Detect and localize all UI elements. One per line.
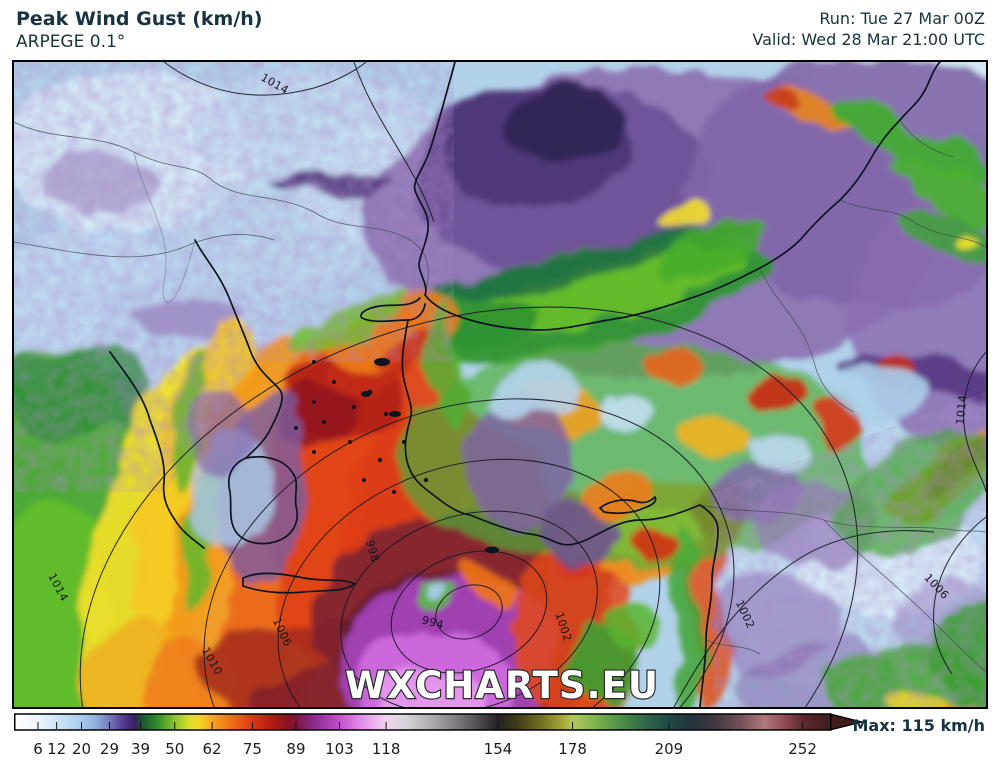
colorbar: 6 12 20 29 39 50 62 75 89 103 118 154 178 209 252 [14, 713, 863, 758]
island-dots [294, 358, 499, 554]
colorbar-tick-label: 118 [372, 740, 401, 758]
colorbar-ticks: 6 12 20 29 39 50 62 75 89 103 118 154 178 209 252 [33, 722, 817, 758]
isobar-value-label: 998 [363, 539, 381, 564]
colorbar-tick-label: 89 [286, 740, 305, 758]
valid-timestamp: Valid: Wed 28 Mar 21:00 UTC [752, 29, 985, 49]
isobar-value-label: 1014 [954, 394, 970, 425]
header-right: Run: Tue 27 Mar 00Z Valid: Wed 28 Mar 21… [752, 9, 985, 51]
colorbar-tick-label: 252 [788, 740, 817, 758]
page-title: Peak Wind Gust (km/h) [16, 8, 263, 30]
colorbar-tick-label: 50 [165, 740, 184, 758]
colorbar-gradient-bar [14, 713, 832, 731]
colorbar-tick-label: 154 [484, 740, 513, 758]
colorbar-tick-label: 20 [72, 740, 91, 758]
colorbar-tick-label: 39 [131, 740, 150, 758]
colorbar-tick-label: 178 [558, 740, 587, 758]
colorbar-tick-label: 103 [325, 740, 354, 758]
model-subtitle: ARPEGE 0.1° [16, 31, 126, 52]
colorbar-tick-label: 29 [100, 740, 119, 758]
forecast-map-frame: 1014 1014 1010 1006 998 994 1002 1002 1006 1014 W… [12, 60, 988, 709]
colorbar-tick-label: 12 [47, 740, 66, 758]
colorbar-tick-label: 75 [243, 740, 262, 758]
colorbar-tick-label: 62 [203, 740, 222, 758]
max-gust-label: Max: 115 km/h [852, 716, 985, 735]
colorbar-tick-label: 209 [655, 740, 684, 758]
coastlines [109, 62, 941, 707]
country-borders [14, 119, 986, 673]
speckle-texture [14, 62, 986, 707]
isobar-lines [79, 62, 986, 707]
isobar-value-label: 994 [420, 613, 445, 631]
watermark-text: WXCHARTS.EU [345, 664, 659, 707]
run-timestamp: Run: Tue 27 Mar 00Z [819, 9, 985, 28]
header-left: Peak Wind Gust (km/h) ARPEGE 0.1° [16, 8, 263, 53]
colorbar-tick-label: 6 [33, 740, 43, 758]
